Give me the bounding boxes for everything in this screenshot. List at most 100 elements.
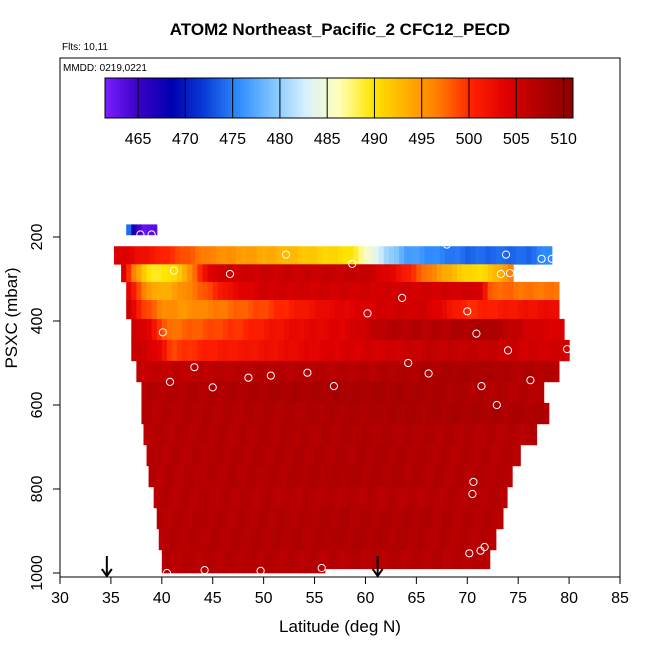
- heat-cell: [182, 402, 188, 425]
- heat-cell: [387, 465, 394, 488]
- heat-cell: [202, 264, 209, 283]
- heat-cell: [222, 444, 229, 467]
- heat-cell: [441, 264, 448, 283]
- heat-cell: [334, 444, 341, 467]
- heat-cell: [217, 568, 224, 574]
- heat-cell: [508, 444, 514, 467]
- heat-cell: [202, 318, 209, 341]
- heat-cell: [184, 465, 190, 488]
- heat-cell: [431, 339, 438, 362]
- heat-cell: [263, 402, 270, 425]
- heat-cell: [403, 486, 409, 509]
- heat-cell: [385, 264, 392, 283]
- heat-cell: [436, 549, 443, 570]
- heat-cell: [385, 381, 392, 404]
- heat-cell: [421, 339, 428, 362]
- heat-cell: [159, 246, 166, 265]
- heat-cell: [177, 549, 183, 570]
- heat-cell: [504, 486, 508, 509]
- heat-cell: [421, 300, 428, 320]
- x-tick-label: 45: [204, 590, 222, 607]
- heat-cell: [197, 568, 204, 574]
- heat-cell: [408, 486, 414, 509]
- heat-cell: [433, 528, 440, 551]
- heat-cell: [482, 360, 489, 383]
- heat-cell: [390, 300, 397, 320]
- heat-cell: [192, 264, 199, 283]
- heat-cell: [161, 360, 168, 383]
- heat-cell: [497, 360, 504, 383]
- heat-cell: [243, 318, 249, 341]
- heat-cell: [423, 486, 430, 509]
- colorbar-cell: [513, 78, 517, 118]
- heat-cell: [182, 507, 188, 530]
- heat-cell: [375, 318, 382, 341]
- heat-cell: [326, 423, 333, 446]
- heat-cell: [518, 360, 524, 383]
- colorbar-cell: [501, 78, 505, 118]
- heat-cell: [367, 486, 374, 509]
- heat-cell: [113, 246, 120, 265]
- colorbar-cell: [225, 78, 229, 118]
- heat-cell: [467, 381, 473, 404]
- heat-cell: [399, 246, 405, 265]
- heat-cell: [380, 318, 387, 341]
- colorbar-cell: [324, 78, 328, 118]
- heat-cell: [479, 486, 486, 509]
- heat-cell: [258, 264, 265, 283]
- heat-cell: [406, 549, 412, 570]
- colorbar-cell: [300, 78, 304, 118]
- heat-cell: [548, 300, 555, 320]
- flight-marker-arrow: [101, 556, 113, 578]
- heat-cell: [426, 507, 433, 530]
- colorbar-cell: [357, 78, 361, 118]
- colorbar-cell: [543, 78, 547, 118]
- heat-cell: [411, 360, 417, 383]
- heat-cell: [382, 423, 389, 446]
- heat-cell: [462, 444, 468, 467]
- heat-cell: [443, 423, 450, 446]
- heat-cell: [518, 444, 521, 467]
- heat-cell: [543, 360, 550, 383]
- heat-cell: [281, 246, 288, 265]
- sample-point: [477, 382, 486, 391]
- heat-cell: [467, 281, 473, 301]
- heat-cell: [141, 300, 148, 320]
- heat-cell: [385, 281, 392, 301]
- heat-cell: [462, 507, 468, 530]
- y-tick-label: 1000: [29, 555, 46, 591]
- heat-cell: [263, 264, 270, 283]
- heat-cell: [172, 300, 178, 320]
- heat-cell: [207, 568, 214, 574]
- heat-cell: [334, 300, 341, 320]
- heat-cell: [479, 465, 486, 488]
- heat-cell: [187, 264, 193, 283]
- heat-cell: [446, 444, 453, 467]
- heat-cell: [390, 318, 397, 341]
- heat-cell: [533, 339, 540, 362]
- heat-cell: [177, 300, 183, 320]
- colorbar-cell: [297, 78, 301, 118]
- heat-cell: [136, 360, 143, 383]
- heat-cell: [390, 402, 397, 425]
- heat-cell: [543, 339, 550, 362]
- heat-cell: [161, 281, 168, 301]
- sample-point: [266, 371, 275, 380]
- heat-cell: [497, 281, 504, 301]
- heat-cell: [238, 264, 244, 283]
- heat-cell: [329, 264, 336, 283]
- heat-cell: [413, 486, 419, 509]
- heat-cell: [151, 339, 158, 362]
- heat-cell: [462, 339, 468, 362]
- heat-cell: [350, 444, 356, 467]
- heat-cell: [309, 360, 316, 383]
- heat-cell: [168, 465, 175, 488]
- heat-cell: [411, 300, 417, 320]
- heat-cell: [409, 246, 415, 265]
- heat-cell: [464, 465, 470, 488]
- heat-cell: [189, 528, 195, 551]
- heat-cell: [355, 264, 361, 283]
- heat-cell: [424, 246, 431, 265]
- heat-cell: [457, 318, 463, 341]
- heat-cell: [316, 423, 323, 446]
